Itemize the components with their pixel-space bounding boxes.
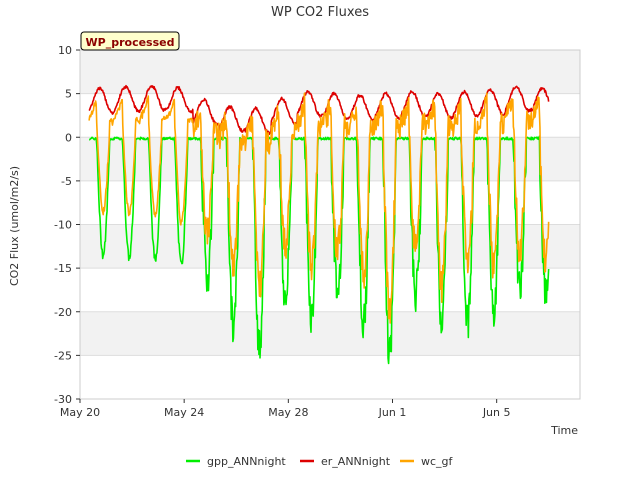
badge-label: WP_processed: [86, 36, 175, 49]
background-bands: [80, 50, 580, 356]
series-line-wc-gf: [88, 92, 550, 324]
x-axis-ticks: May 20 May 24 May 28 Jun 1 Jun 5: [60, 399, 511, 419]
legend-label: gpp_ANNnight: [207, 455, 286, 468]
x-tick-label: May 24: [164, 406, 204, 419]
y-tick-label: -25: [54, 349, 72, 362]
y-tick-label: 10: [58, 44, 72, 57]
x-tick-label: May 28: [268, 406, 308, 419]
x-tick-label: Jun 1: [378, 406, 407, 419]
y-axis-title: CO2 Flux (umol/m2/s): [8, 166, 21, 286]
y-tick-label: -5: [61, 175, 72, 188]
background-band: [80, 50, 580, 94]
y-tick-label: -20: [54, 306, 72, 319]
y-tick-label: 0: [65, 131, 72, 144]
y-axis-ticks: 10 5 0 -5 -10 -15 -20 -25 -30: [54, 44, 80, 406]
legend-label: er_ANNnight: [321, 455, 391, 468]
series-line-gpp-annnight: [88, 135, 550, 365]
background-band: [80, 224, 580, 269]
background-band: [80, 137, 580, 181]
x-axis-title: Time: [550, 424, 578, 437]
x-tick-label: May 20: [60, 406, 100, 419]
processed-badge: WP_processed: [80, 31, 180, 51]
series-line-er-annnight: [88, 84, 550, 136]
series-layer: [88, 84, 550, 365]
background-band: [80, 311, 580, 356]
y-tick-label: -15: [54, 262, 72, 275]
chart-title: WP CO2 Fluxes: [271, 5, 369, 20]
y-tick-label: -10: [54, 219, 72, 232]
y-tick-label: 5: [65, 88, 72, 101]
x-tick-label: Jun 5: [482, 406, 511, 419]
legend-label: wc_gf: [421, 455, 454, 468]
legend: gpp_ANNnight er_ANNnight wc_gf: [186, 455, 454, 468]
y-tick-label: -30: [54, 393, 72, 406]
badge-box: [80, 31, 180, 51]
